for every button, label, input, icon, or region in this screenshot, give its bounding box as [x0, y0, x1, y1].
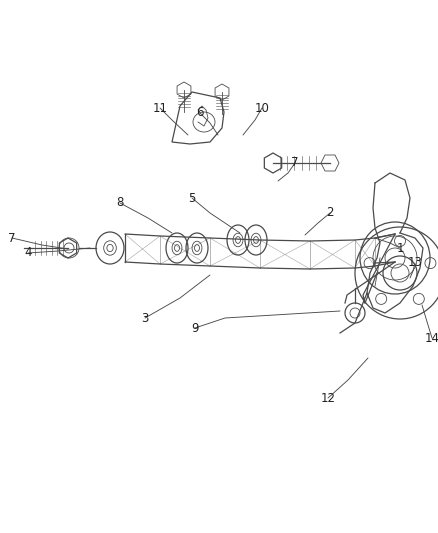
Text: 7: 7 [8, 231, 16, 245]
Text: 6: 6 [196, 107, 204, 119]
Text: 11: 11 [152, 101, 167, 115]
Text: 3: 3 [141, 311, 148, 325]
Text: 2: 2 [326, 206, 334, 220]
Text: 7: 7 [291, 157, 299, 169]
Text: 8: 8 [117, 197, 124, 209]
Text: 13: 13 [408, 256, 422, 270]
Text: 4: 4 [24, 246, 32, 260]
Text: 12: 12 [321, 392, 336, 405]
Text: 14: 14 [424, 332, 438, 344]
Text: 9: 9 [191, 321, 199, 335]
Text: 5: 5 [188, 191, 196, 205]
Text: 1: 1 [396, 241, 404, 254]
Text: 10: 10 [254, 101, 269, 115]
